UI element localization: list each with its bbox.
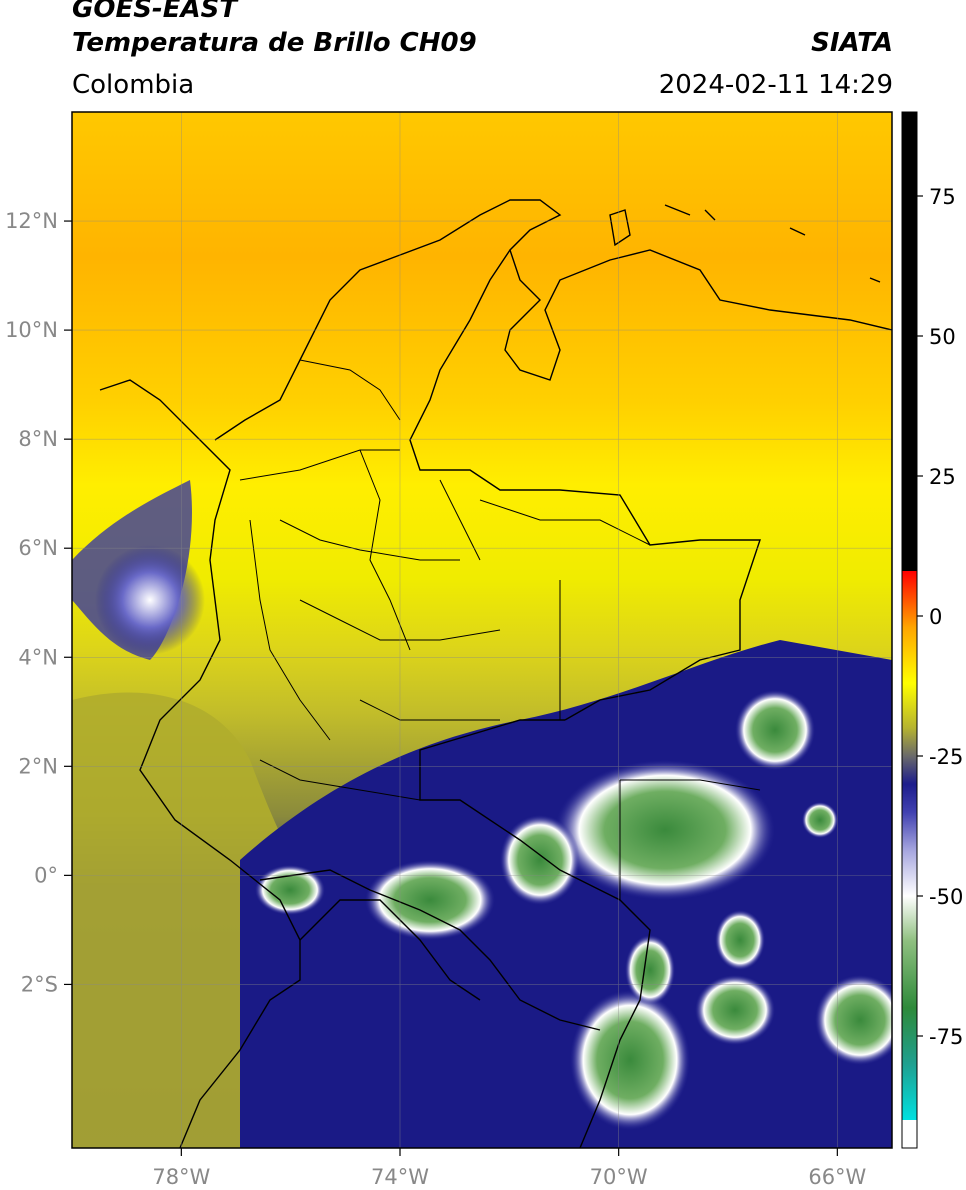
lon-tick-label: 66°W (808, 1165, 866, 1189)
datetime-label: 2024-02-11 14:29 (658, 70, 893, 100)
venezuela-islands (609, 204, 881, 283)
colorbar-tick-label: 75 (929, 185, 956, 209)
colorbar-tick-label: -25 (929, 745, 963, 769)
lat-tick-label: 2°N (18, 754, 58, 778)
latitude-axis: 12°N 10°N 8°N 6°N 4°N 2°N 0° 2°S (5, 209, 72, 996)
lon-tick-label: 74°W (371, 1165, 429, 1189)
longitude-axis: 78°W 74°W 70°W 66°W (152, 1148, 867, 1189)
lat-tick-label: 6°N (18, 536, 58, 560)
lon-tick-label: 70°W (590, 1165, 648, 1189)
region-label: Colombia (72, 70, 195, 100)
organization-label: SIATA (811, 28, 893, 58)
caribbean-coast (214, 199, 892, 441)
brightness-temperature-field (72, 112, 892, 1148)
colorbar-tick-label: 25 (929, 465, 956, 489)
lat-tick-label: 4°N (18, 645, 58, 669)
lon-tick-label: 78°W (152, 1165, 210, 1189)
map-frame (71, 111, 893, 1149)
pacific-coast (99, 379, 301, 1148)
colorbar (901, 111, 918, 1149)
internal-borders (239, 359, 761, 900)
colorbar-tick-label: -50 (929, 885, 963, 909)
satellite-name: GOES-EAST (72, 0, 238, 24)
coastlines-and-borders (99, 199, 892, 1148)
colorbar-ticks: 75 50 25 0 -25 -50 -75 (917, 185, 963, 1049)
colorbar-tick-label: -75 (929, 1025, 963, 1049)
graticule (72, 112, 892, 1148)
colombia-brazil-border (419, 719, 651, 1148)
colombia-venezuela-border (409, 249, 761, 721)
colorbar-tick-label: 0 (929, 605, 942, 629)
lat-tick-label: 10°N (5, 318, 58, 342)
product-title: Temperatura de Brillo CH09 (72, 28, 477, 58)
lat-tick-label: 2°S (21, 972, 58, 996)
colorbar-tick-label: 50 (929, 325, 956, 349)
lat-tick-label: 8°N (18, 427, 58, 451)
lat-tick-label: 12°N (5, 209, 58, 233)
lat-tick-label: 0° (34, 863, 58, 887)
colombia-peru-ecuador-border (259, 869, 601, 1031)
